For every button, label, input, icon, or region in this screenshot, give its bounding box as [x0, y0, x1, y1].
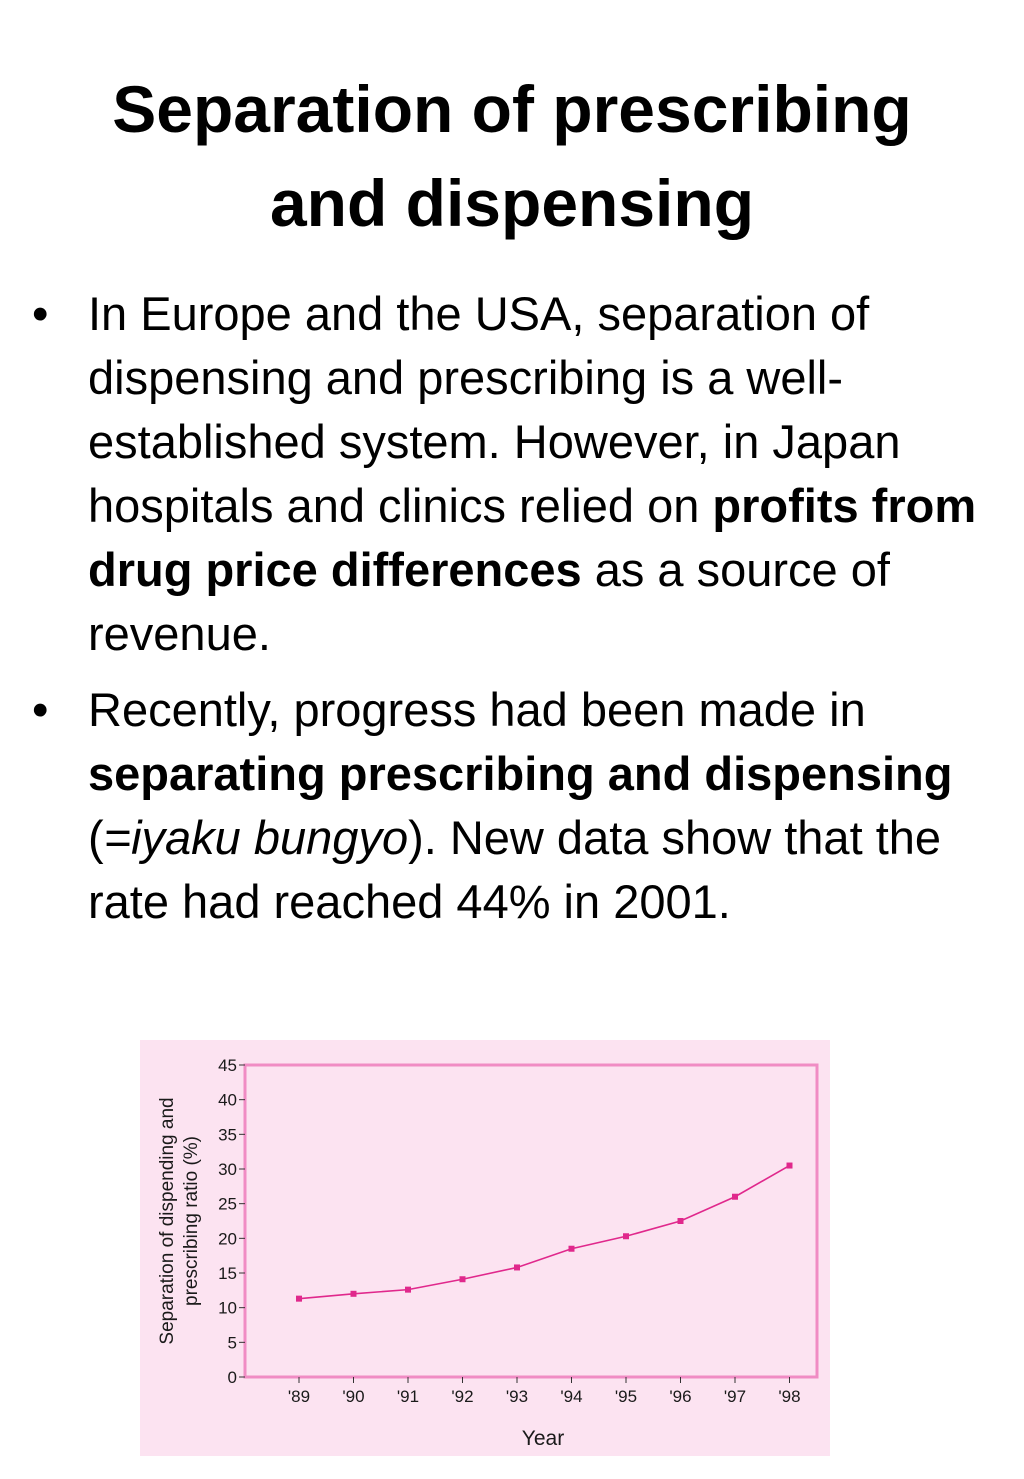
- bullet1-bold: profits from drug price differences: [88, 479, 977, 596]
- x-axis: '89 '90 '91 '92 '93 '94 '95 '96 '97 '98: [288, 1377, 801, 1406]
- slide-title: Separation of prescribing and dispensing: [0, 62, 1024, 250]
- y-tick-label: 35: [218, 1125, 237, 1144]
- bullet2-text-a: Recently, progress had been made in: [88, 683, 866, 736]
- y-tick-label: 20: [218, 1229, 237, 1248]
- x-tick-label: '91: [397, 1387, 419, 1406]
- x-tick-label: '98: [778, 1387, 800, 1406]
- data-point-marker: [350, 1290, 357, 1297]
- y-axis: 0 5 10 15 20 25 30 35 40 45: [218, 1056, 245, 1387]
- y-tick-label: 25: [218, 1195, 237, 1214]
- data-point-marker: [296, 1295, 302, 1302]
- y-tick-label: 40: [218, 1091, 237, 1110]
- data-point-marker: [514, 1264, 520, 1271]
- bullet2-italic: =iyaku bungyo: [103, 811, 409, 864]
- bullet1-text-b: as a source of revenue.: [88, 543, 890, 660]
- bullet-icon: •: [32, 287, 49, 340]
- title-line-2: and dispensing: [269, 166, 755, 240]
- x-tick-label: '96: [669, 1387, 691, 1406]
- data-point-marker: [459, 1276, 466, 1283]
- y-tick-label: 10: [218, 1299, 237, 1318]
- data-point-marker: [405, 1286, 411, 1293]
- x-tick-label: '97: [724, 1387, 746, 1406]
- x-tick-label: '89: [288, 1387, 310, 1406]
- bullet2-bold: separating prescribing and dispensing: [88, 747, 953, 800]
- series-line: [298, 1164, 790, 1300]
- bullet-item-recent-progress: • Recently, progress had been made in se…: [32, 678, 992, 934]
- bullet-icon: •: [32, 683, 49, 736]
- x-tick-label: '93: [506, 1387, 528, 1406]
- bullet2-text-b: (: [88, 811, 104, 864]
- y-tick-label: 15: [218, 1264, 237, 1283]
- chart-svg: 0 5 10 15 20 25 30 35 40 45 '89 '90 '91 '92 '93 '94 '95…: [157, 1056, 819, 1450]
- bullet-list: • In Europe and the USA, separation of d…: [32, 282, 992, 946]
- data-point-marker: [677, 1218, 684, 1224]
- y-tick-label: 5: [228, 1333, 237, 1352]
- series-markers: [296, 1162, 793, 1302]
- separation-ratio-chart: 0 5 10 15 20 25 30 35 40 45 '89 '90 '91 '92 '93 '94 '95…: [140, 1040, 830, 1456]
- data-point-marker: [786, 1162, 793, 1169]
- data-point-marker: [623, 1233, 629, 1240]
- x-tick-label: '92: [451, 1387, 473, 1406]
- x-axis-label: Year: [522, 1427, 564, 1450]
- plot-frame: [243, 1063, 819, 1379]
- title-line-1: Separation of prescribing: [112, 72, 912, 146]
- y-tick-label: 0: [228, 1368, 237, 1387]
- x-tick-label: '90: [342, 1387, 364, 1406]
- bullet2-text-c: ). New data show that the rate had reach…: [88, 811, 942, 928]
- y-tick-label: 45: [218, 1056, 237, 1075]
- y-axis-label-line-1: Separation of dispending and: [157, 1097, 178, 1344]
- bullet1-text-a: In Europe and the USA, separation of dis…: [88, 287, 901, 532]
- y-axis-label-line-2: prescribing ratio (%): [181, 1136, 202, 1306]
- bullet-item-europe-usa: • In Europe and the USA, separation of d…: [32, 282, 992, 666]
- data-point-marker: [732, 1193, 738, 1200]
- x-tick-label: '95: [615, 1387, 637, 1406]
- x-tick-label: '94: [560, 1387, 582, 1406]
- y-tick-label: 30: [218, 1160, 237, 1179]
- data-point-marker: [568, 1245, 575, 1252]
